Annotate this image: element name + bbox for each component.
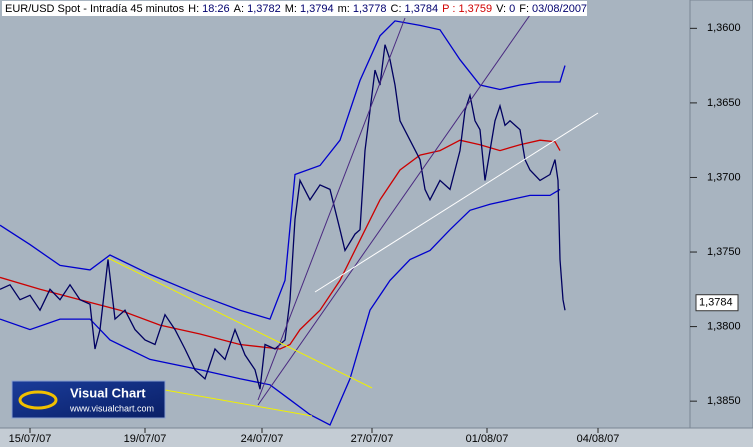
header-box [2,1,587,16]
header-value: 0 [509,3,515,15]
series-line [0,20,566,320]
header-label: F: [519,3,529,15]
marks [0,20,566,426]
trend-line [107,257,373,389]
y-tick-label: 1,3650 [707,97,741,109]
header-value: 1,3794 [300,3,334,15]
header-label: M: [285,3,297,15]
y-tick-label: 1,3700 [707,171,741,183]
header-label: H: [188,3,199,15]
last-price-box [695,294,739,312]
plot-area [0,0,690,428]
header: EUR/USD Spot - Intradía 45 minutos H: 18:2… [5,3,587,15]
logo-box [11,380,166,419]
header-label: m: [338,3,350,15]
logo-name: Visual Chart [70,385,146,400]
x-tick-label: 27/07/07 [351,433,394,445]
header-value: 1,3782 [247,3,281,15]
header-value: 1,3759 [458,3,492,15]
y-axis-area [689,0,753,429]
header-value: 18:26 [202,3,230,15]
y-tick-label: 1,3750 [707,246,741,258]
series-line [0,44,566,390]
header-title: EUR/USD Spot - Intradía 45 minutos [5,3,185,15]
series-line [0,188,561,426]
trend-line [257,17,406,401]
header-value: 03/08/2007 [532,3,587,15]
logo-url: www.visualchart.com [69,403,154,413]
x-tick-label: 19/07/07 [124,433,167,445]
logo-icon [18,390,58,410]
x-tick-label: 04/08/07 [577,433,620,445]
y-tick-label: 1,3600 [707,22,741,34]
x-tick-label: 24/07/07 [241,433,284,445]
trend-line [164,389,313,417]
header-value: 1,3784 [405,3,439,15]
header-label: A: [234,3,244,15]
y-tick-label: 1,3850 [707,395,741,407]
x-tick-label: 15/07/07 [9,433,52,445]
header-label: C: [391,3,402,15]
series-line [0,139,561,350]
x-tick-label: 01/08/07 [466,433,509,445]
header-label: P : [442,3,455,15]
y-tick-label: 1,3800 [707,320,741,332]
trend-line [257,14,531,406]
last-price-label: 1,3784 [699,297,733,309]
header-label: V: [496,3,506,15]
trend-line [314,112,599,293]
header-value: 1,3778 [353,3,387,15]
